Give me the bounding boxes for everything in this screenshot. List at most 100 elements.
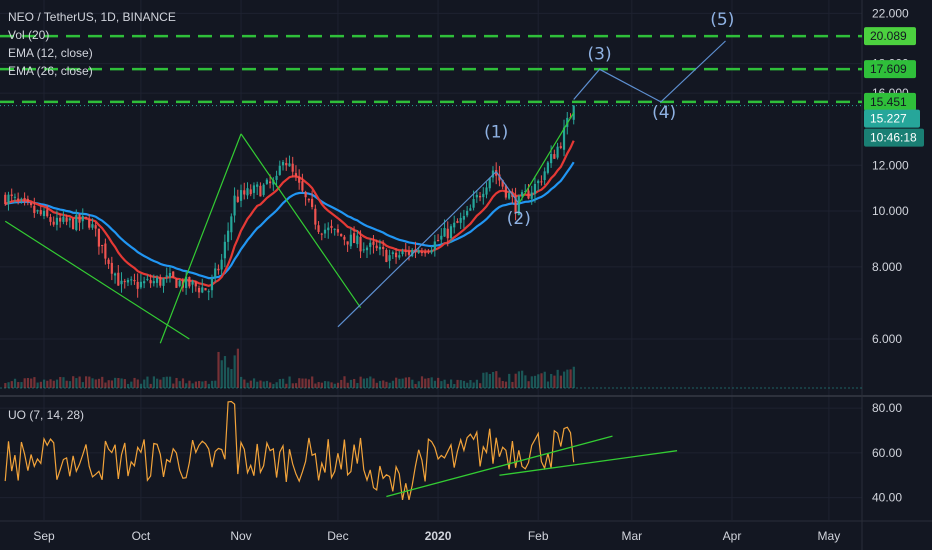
last-price-tag-label: 15.227: [870, 112, 907, 126]
volume-bar: [33, 377, 36, 388]
volume-bar: [378, 380, 382, 388]
volume-bar: [349, 379, 353, 388]
volume-bar: [488, 373, 491, 388]
volume-bar: [204, 380, 207, 388]
wave-label-4[interactable]: (4): [652, 103, 676, 123]
candle-body: [10, 194, 13, 197]
wave-trend-line-6: [518, 112, 575, 204]
uo-legend: UO (7, 14, 28): [8, 406, 84, 424]
volume-bar: [495, 371, 498, 388]
volume-bar: [55, 379, 59, 388]
volume-bar: [126, 383, 130, 388]
candle-body: [388, 255, 391, 261]
volume-bar: [475, 379, 479, 388]
volume-bar: [10, 381, 13, 388]
candle-body: [4, 194, 7, 205]
candle-body: [278, 165, 281, 175]
volume-bar: [130, 381, 133, 388]
candle-body: [453, 222, 456, 228]
level-tag-label[interactable]: 15.451: [870, 95, 907, 109]
candle-body: [136, 281, 139, 289]
candle-body: [524, 190, 527, 192]
volume-bar: [110, 380, 114, 388]
candle-body: [333, 228, 336, 230]
candle-body: [133, 280, 136, 282]
time-tick-label: Feb: [528, 529, 549, 543]
volume-bar: [546, 381, 550, 388]
volume-bar: [114, 377, 117, 388]
volume-bar: [340, 379, 343, 388]
candle-body: [201, 287, 204, 293]
wave-label-1[interactable]: (1): [484, 123, 508, 143]
candle-body: [17, 198, 20, 201]
indicator-uo[interactable]: UO (7, 14, 28): [8, 408, 85, 422]
indicator-ema-slow[interactable]: EMA (26, close): [8, 64, 93, 78]
volume-bar: [198, 381, 201, 388]
symbol-title[interactable]: NEO / TetherUS, 1D, BINANCE: [8, 10, 176, 24]
volume-bar: [181, 378, 185, 388]
candle-body: [42, 210, 46, 217]
candle-body: [346, 241, 349, 245]
candle-body: [553, 154, 556, 159]
volume-bar: [569, 369, 572, 388]
candle-body: [97, 228, 101, 247]
volume-bar: [217, 351, 220, 388]
time-tick-label: May: [818, 529, 841, 543]
candle-body: [488, 178, 491, 189]
candle-body: [508, 193, 511, 199]
volume-bar: [449, 379, 453, 388]
candle-body: [498, 174, 501, 181]
candle-body: [378, 246, 382, 250]
candle-body: [517, 195, 520, 216]
candle-body: [168, 272, 172, 278]
candle-body: [307, 198, 310, 201]
candle-body: [123, 281, 126, 283]
wave-label-3[interactable]: (3): [588, 44, 612, 64]
candle-body: [556, 146, 559, 158]
candle-body: [117, 272, 120, 286]
candle-body: [411, 249, 414, 257]
candle-body: [456, 221, 459, 223]
candle-body: [462, 216, 465, 220]
level-tag-bg: [864, 60, 916, 79]
candle-body: [172, 271, 175, 278]
volume-bar: [191, 383, 194, 388]
candle-body: [236, 196, 239, 202]
candle-body: [285, 163, 288, 166]
volume-bar: [94, 379, 97, 388]
candle-body: [365, 247, 369, 251]
volume-bar: [459, 380, 462, 388]
wave-label-5[interactable]: (5): [710, 10, 734, 30]
volume-bar: [550, 373, 553, 388]
candle-body: [440, 235, 443, 240]
volume-bar: [346, 382, 349, 388]
candle-body: [572, 105, 575, 120]
volume-bar: [275, 382, 278, 388]
volume-bar: [333, 383, 336, 388]
volume-bar: [68, 381, 72, 388]
candle-body: [407, 251, 411, 255]
wave-label-2[interactable]: (2): [507, 209, 531, 229]
time-tick-label: Dec: [327, 529, 348, 543]
volume-bar: [572, 366, 575, 388]
level-tag-label[interactable]: 20.089: [870, 29, 907, 43]
volume-bar: [13, 378, 17, 388]
indicator-ema-fast[interactable]: EMA (12, close): [8, 46, 93, 60]
candle-body: [340, 233, 343, 237]
candle-body: [294, 173, 298, 177]
volume-bar: [482, 372, 485, 388]
candle-body: [36, 210, 39, 212]
volume-bar: [553, 375, 556, 388]
volume-bar: [117, 378, 120, 388]
candle-body: [217, 268, 220, 271]
candle-body: [191, 281, 194, 285]
volume-bar: [382, 380, 385, 388]
indicator-volume[interactable]: Vol (20): [8, 28, 50, 42]
level-tag-label[interactable]: 17.609: [870, 62, 907, 76]
candle-body: [352, 233, 356, 244]
candle-body: [301, 181, 304, 191]
candle-body: [430, 249, 433, 253]
candle-body: [55, 217, 59, 225]
candle-body: [394, 252, 398, 258]
